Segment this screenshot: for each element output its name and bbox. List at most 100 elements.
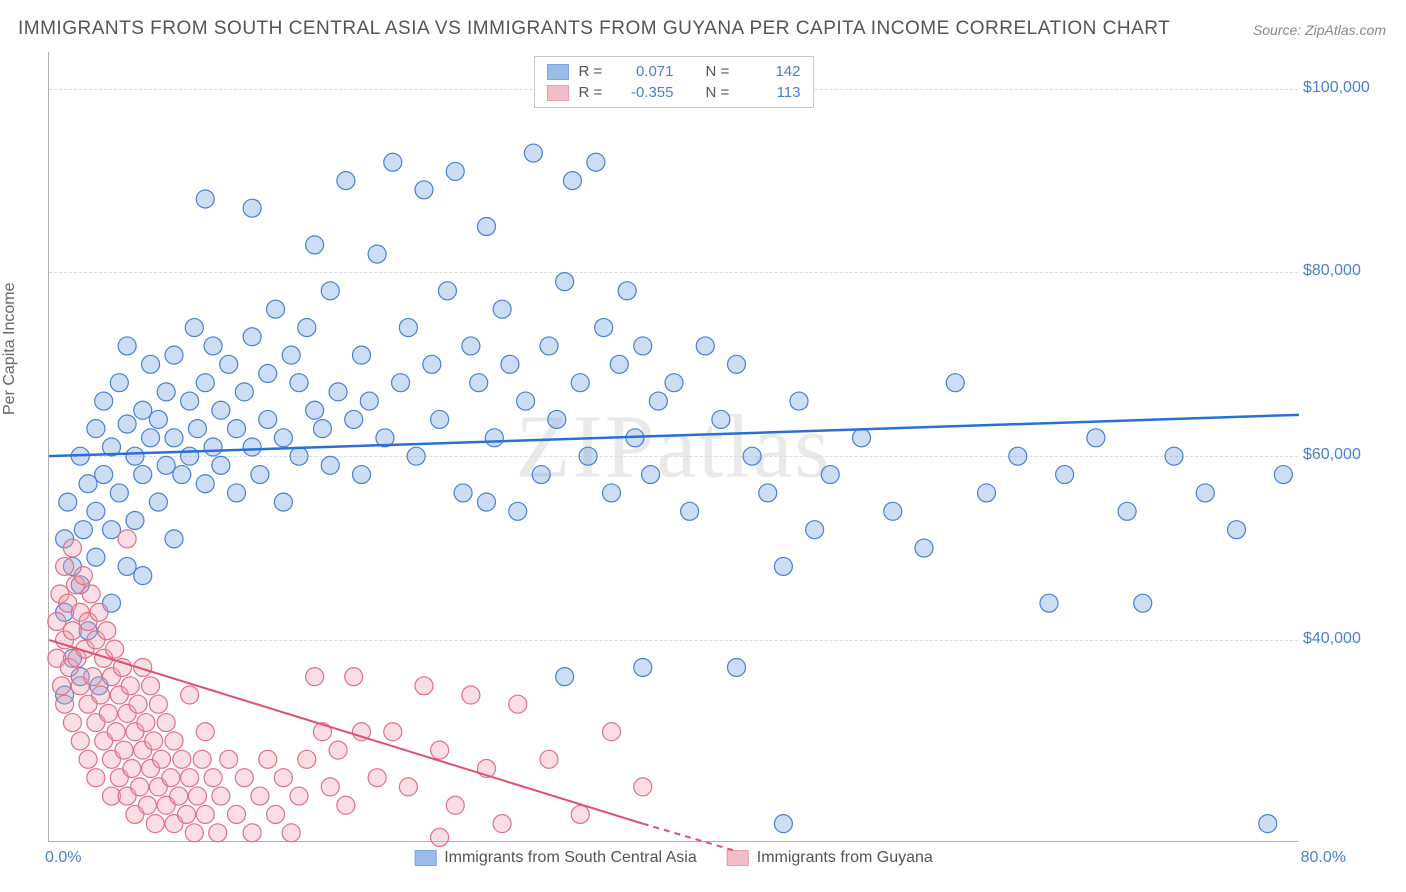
- data-point: [165, 429, 183, 447]
- data-point: [79, 475, 97, 493]
- data-point: [524, 144, 542, 162]
- data-point: [595, 319, 613, 337]
- data-point: [728, 355, 746, 373]
- data-point: [228, 420, 246, 438]
- data-point: [298, 750, 316, 768]
- data-point: [196, 374, 214, 392]
- data-point: [90, 603, 108, 621]
- data-point: [185, 319, 203, 337]
- x-tick-min: 0.0%: [45, 849, 81, 867]
- data-point: [532, 466, 550, 484]
- data-point: [485, 429, 503, 447]
- data-point: [259, 750, 277, 768]
- stat-r-series1: 0.071: [619, 63, 674, 80]
- data-point: [321, 778, 339, 796]
- data-point: [571, 374, 589, 392]
- legend-label-series1: Immigrants from South Central Asia: [444, 849, 697, 867]
- data-point: [407, 447, 425, 465]
- data-point: [298, 319, 316, 337]
- data-point: [603, 723, 621, 741]
- data-point: [556, 273, 574, 291]
- data-point: [134, 567, 152, 585]
- data-point: [274, 493, 292, 511]
- data-point: [188, 787, 206, 805]
- data-point: [165, 530, 183, 548]
- data-point: [220, 750, 238, 768]
- data-point: [173, 466, 191, 484]
- data-point: [126, 511, 144, 529]
- data-point: [196, 805, 214, 823]
- data-point: [142, 677, 160, 695]
- data-point: [743, 447, 761, 465]
- data-point: [884, 502, 902, 520]
- data-point: [149, 493, 167, 511]
- data-point: [87, 769, 105, 787]
- legend-swatch-series1: [414, 850, 436, 866]
- data-point: [540, 750, 558, 768]
- data-point: [153, 750, 171, 768]
- data-point: [540, 337, 558, 355]
- data-point: [134, 466, 152, 484]
- data-point: [87, 420, 105, 438]
- trend-line-extrapolated: [643, 824, 737, 852]
- data-point: [728, 658, 746, 676]
- data-point: [170, 787, 188, 805]
- data-point: [470, 374, 488, 392]
- data-point: [243, 824, 261, 842]
- data-point: [353, 466, 371, 484]
- data-point: [267, 300, 285, 318]
- data-point: [759, 484, 777, 502]
- data-point: [853, 429, 871, 447]
- data-point: [212, 787, 230, 805]
- data-point: [185, 824, 203, 842]
- data-point: [1040, 594, 1058, 612]
- data-point: [181, 686, 199, 704]
- data-point: [384, 153, 402, 171]
- data-point: [142, 355, 160, 373]
- y-tick-label: $80,000: [1303, 262, 1393, 280]
- data-point: [493, 300, 511, 318]
- data-point: [290, 374, 308, 392]
- swatch-series2: [547, 85, 569, 101]
- data-point: [204, 337, 222, 355]
- data-point: [92, 686, 110, 704]
- data-point: [368, 245, 386, 263]
- data-point: [384, 723, 402, 741]
- data-point: [345, 410, 363, 428]
- data-point: [478, 218, 496, 236]
- data-point: [462, 686, 480, 704]
- data-point: [509, 502, 527, 520]
- data-point: [87, 548, 105, 566]
- data-point: [82, 585, 100, 603]
- data-point: [563, 172, 581, 190]
- scatter-plot-svg: [49, 52, 1298, 841]
- data-point: [634, 337, 652, 355]
- data-point: [181, 392, 199, 410]
- data-point: [131, 778, 149, 796]
- data-point: [106, 640, 124, 658]
- data-point: [548, 410, 566, 428]
- data-point: [1087, 429, 1105, 447]
- data-point: [329, 741, 347, 759]
- data-point: [1056, 466, 1074, 484]
- data-point: [149, 410, 167, 428]
- data-point: [228, 484, 246, 502]
- data-point: [282, 824, 300, 842]
- data-point: [84, 668, 102, 686]
- data-point: [423, 355, 441, 373]
- data-point: [251, 787, 269, 805]
- data-point: [321, 456, 339, 474]
- data-point: [610, 355, 628, 373]
- data-point: [71, 732, 89, 750]
- data-point: [579, 447, 597, 465]
- swatch-series1: [547, 64, 569, 80]
- data-point: [665, 374, 683, 392]
- data-point: [162, 769, 180, 787]
- data-point: [121, 677, 139, 695]
- data-point: [99, 704, 117, 722]
- data-point: [642, 466, 660, 484]
- data-point: [399, 319, 417, 337]
- data-point: [196, 190, 214, 208]
- data-point: [353, 346, 371, 364]
- data-point: [118, 415, 136, 433]
